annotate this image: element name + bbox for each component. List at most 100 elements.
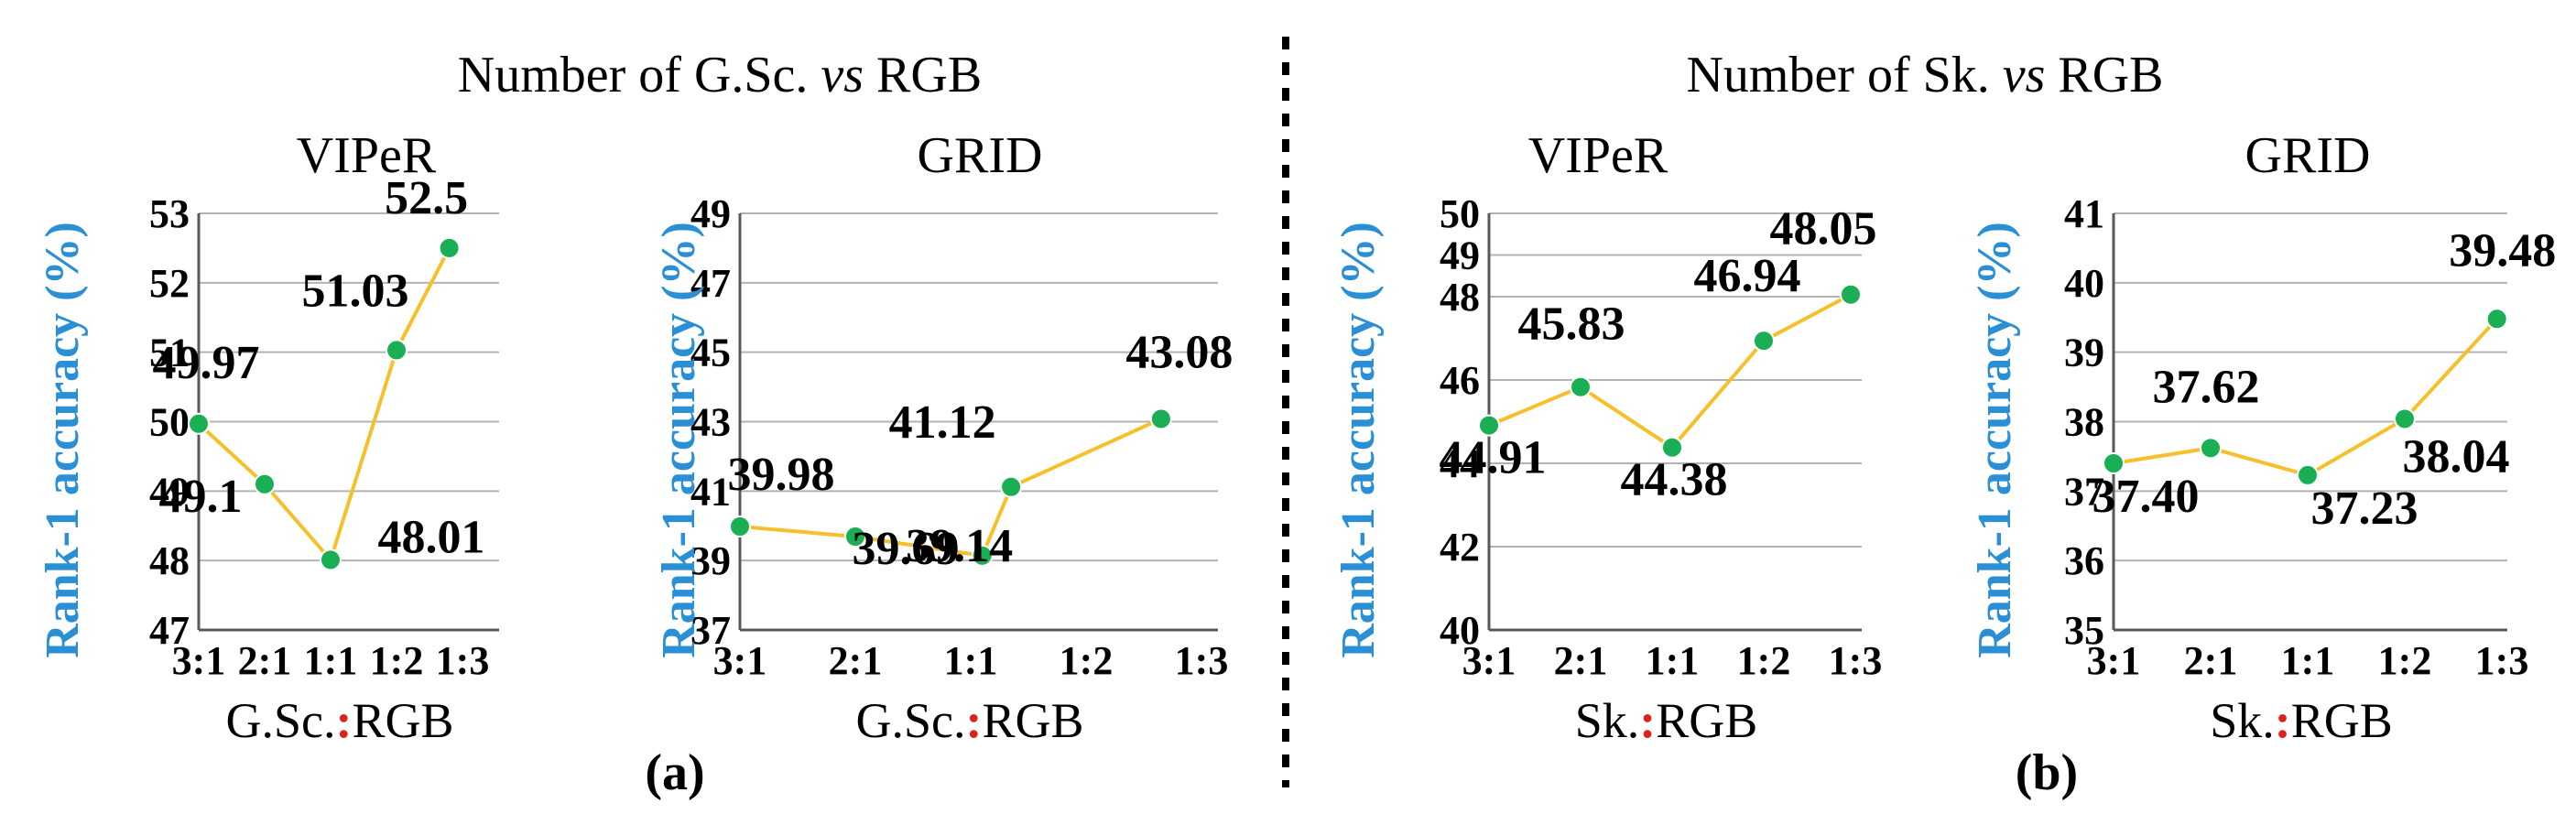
y-axis-title: Rank-1 accuracy (%) <box>37 222 89 658</box>
y-tick-label: 51 <box>149 331 190 375</box>
data-point <box>1149 407 1172 430</box>
chart-2: 37 39 41 43 45 47 49 3:1 2:1 1:1 1:2 1:3 GRID Rank-1 … <box>653 127 1233 748</box>
data-point <box>438 236 461 259</box>
y-tick-label: 48 <box>1440 275 1480 320</box>
x-tick-label: 1:1 <box>944 638 998 683</box>
data-point <box>1570 375 1592 398</box>
data-label: 44.38 <box>1621 454 1728 506</box>
data-point <box>1478 414 1500 437</box>
data-point <box>188 412 210 435</box>
data-label: 49.97 <box>153 337 260 389</box>
x-tick-label: 3:1 <box>172 638 226 683</box>
data-label: 51.03 <box>302 265 409 317</box>
y-tick-label: 38 <box>2064 400 2104 445</box>
y-tick-label: 47 <box>690 261 731 306</box>
x-tick-label: 1:3 <box>1829 638 1883 683</box>
x-tick-label: 3:1 <box>2087 638 2141 683</box>
x-axis-title: Sk.:RGB <box>1575 693 1758 748</box>
x-tick-label: 1:3 <box>1175 638 1229 683</box>
x-tick-label: 2:1 <box>2184 638 2238 683</box>
data-label: 37.62 <box>2153 361 2260 413</box>
x-tick-label: 1:1 <box>2281 638 2335 683</box>
x-tick-label: 2:1 <box>829 638 883 683</box>
y-tick-label: 43 <box>690 400 731 445</box>
data-label: 41.12 <box>889 396 996 449</box>
y-tick-label: 35 <box>2064 608 2104 653</box>
x-tick-label: 1:2 <box>2378 638 2432 683</box>
y-tick-label: 39 <box>690 538 731 583</box>
charts: 47 48 49 50 51 52 53 3:1 2:1 1:1 1:2 1:3 VIPeR Rank-1… <box>37 127 2556 748</box>
y-axis-title: Rank-1 accuracy (%) <box>1969 222 2021 658</box>
x-tick-label: 1:2 <box>1737 638 1791 683</box>
y-tick-label: 42 <box>1440 525 1480 570</box>
data-point <box>844 526 866 548</box>
data-point <box>2297 463 2319 486</box>
data-label: 52.5 <box>385 172 468 224</box>
y-axis-title: Rank-1 accuracy (%) <box>1332 222 1385 658</box>
data-label: 48.05 <box>1770 203 1877 255</box>
data-label: 37.23 <box>2311 483 2418 535</box>
y-tick-label: 40 <box>2064 261 2104 306</box>
y-tick-label: 45 <box>690 331 731 375</box>
y-tick-label: 41 <box>690 469 731 514</box>
group-title-a: Number of G.Sc. vs RGB <box>458 47 982 103</box>
data-point <box>2485 308 2508 331</box>
x-axis-title: Sk.:RGB <box>2210 693 2393 748</box>
data-point <box>1753 330 1775 353</box>
chart-title: VIPeR <box>1528 127 1668 184</box>
data-label: 38.04 <box>2403 430 2510 483</box>
chart-title: GRID <box>918 127 1043 184</box>
y-tick-label: 39 <box>2064 331 2104 375</box>
y-tick-label: 36 <box>2064 538 2104 583</box>
data-point <box>320 548 342 571</box>
data-point <box>1000 475 1023 498</box>
y-tick-label: 46 <box>1440 358 1480 403</box>
data-label: 43.08 <box>1125 326 1233 378</box>
data-point <box>1661 436 1683 459</box>
data-point <box>2103 452 2125 474</box>
data-label: 39.98 <box>728 449 835 501</box>
data-label: 37.40 <box>2092 471 2200 523</box>
x-axis-title: G.Sc.:RGB <box>855 693 1083 748</box>
panel-label-b: (b) <box>2016 744 2078 801</box>
data-point <box>254 472 276 495</box>
y-tick-label: 50 <box>1440 191 1480 236</box>
data-label: 39.14 <box>906 520 1013 572</box>
x-tick-label: 2:1 <box>1554 638 1608 683</box>
chart-1: 47 48 49 50 51 52 53 3:1 2:1 1:1 1:2 1:3 VIPeR Rank-1… <box>37 127 499 748</box>
y-tick-label: 50 <box>149 400 190 445</box>
y-tick-label: 41 <box>2064 191 2104 236</box>
x-tick-label: 1:2 <box>1060 638 1114 683</box>
x-tick-label: 3:1 <box>1462 638 1516 683</box>
y-tick-label: 53 <box>149 191 190 236</box>
data-label: 49.1 <box>159 471 243 523</box>
group-title-b: Number of Sk. vs RGB <box>1686 47 2163 103</box>
x-tick-label: 1:3 <box>436 638 490 683</box>
x-tick-label: 1:2 <box>370 638 424 683</box>
x-tick-label: 1:1 <box>1646 638 1700 683</box>
data-point <box>2200 437 2222 460</box>
y-tick-label: 52 <box>149 261 190 306</box>
chart-4: 35 36 37 38 39 40 41 3:1 2:1 1:1 1:2 1:3 GRID Rank-1 … <box>1969 127 2556 748</box>
chart-title: VIPeR <box>297 127 437 184</box>
chart-title: GRID <box>2245 127 2371 184</box>
y-tick-label: 37 <box>2064 469 2104 514</box>
x-tick-label: 1:3 <box>2475 638 2529 683</box>
data-point <box>971 544 994 567</box>
y-tick-label: 44 <box>1440 441 1480 486</box>
x-tick-label: 3:1 <box>713 638 767 683</box>
data-point <box>729 516 751 538</box>
y-tick-label: 48 <box>149 538 190 583</box>
panel-label-a: (a) <box>645 744 704 801</box>
y-tick-label: 40 <box>1440 608 1480 653</box>
x-axis-title: G.Sc.:RGB <box>225 693 453 748</box>
y-axis-title: Rank-1 accuracy (%) <box>653 222 705 658</box>
y-tick-label: 49 <box>690 191 731 236</box>
data-label: 39.69 <box>853 523 960 575</box>
data-point <box>1840 283 1862 306</box>
y-tick-label: 49 <box>149 469 190 514</box>
y-tick-label: 47 <box>149 608 190 653</box>
data-label: 45.83 <box>1518 299 1625 351</box>
data-label: 46.94 <box>1694 250 1801 302</box>
